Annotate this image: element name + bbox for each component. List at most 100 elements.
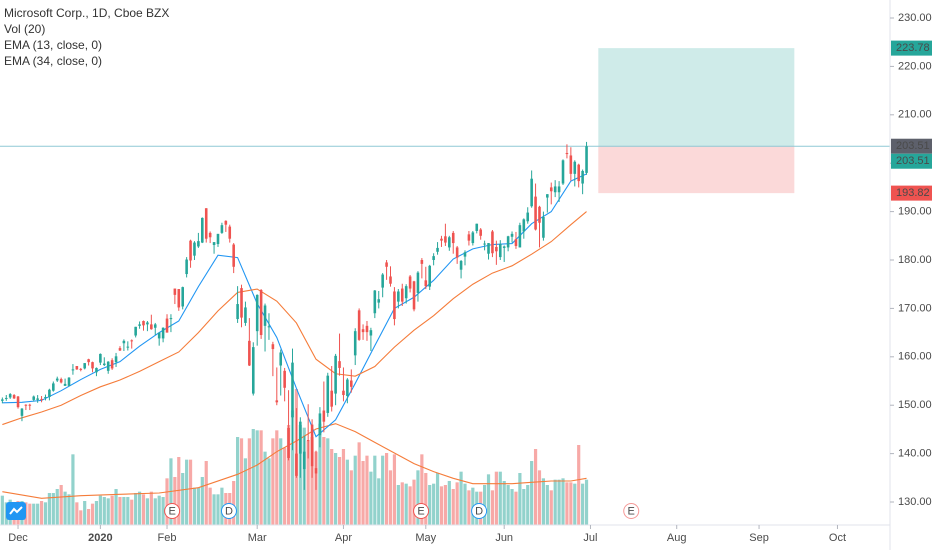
candle-body bbox=[448, 237, 451, 248]
candle-body bbox=[150, 324, 153, 330]
volume-bar bbox=[87, 509, 91, 525]
candle-body bbox=[353, 331, 357, 356]
volume-bar bbox=[94, 501, 99, 525]
x-tick-label: Dec bbox=[8, 532, 28, 544]
candle-body bbox=[1, 399, 4, 401]
volume-bar bbox=[286, 425, 291, 525]
candle-body bbox=[216, 233, 220, 245]
candle-body bbox=[342, 390, 345, 396]
volume-bar bbox=[192, 487, 197, 525]
x-tick-label: Apr bbox=[335, 532, 352, 544]
candle-body bbox=[185, 259, 188, 275]
candle-body bbox=[565, 153, 569, 155]
event-marker bbox=[164, 503, 181, 519]
volume-bar bbox=[28, 503, 32, 525]
candle-body bbox=[177, 289, 181, 308]
x-tick-label: Oct bbox=[829, 532, 846, 544]
candle-body bbox=[373, 290, 377, 314]
legend-entry: EMA (13, close, 0) bbox=[4, 38, 102, 52]
volume-bar bbox=[345, 459, 349, 525]
volume-bar bbox=[63, 491, 67, 525]
y-tick-label: 170.00 bbox=[898, 302, 932, 314]
target-label-bg bbox=[891, 40, 932, 56]
volume-bar bbox=[353, 455, 357, 525]
candle-body bbox=[153, 324, 157, 328]
volume-bar bbox=[247, 438, 251, 525]
y-tick-label: 160.00 bbox=[898, 351, 932, 363]
volume-bar bbox=[0, 495, 4, 525]
volume-bar bbox=[110, 495, 114, 525]
volume-bar bbox=[337, 457, 342, 525]
candle-body bbox=[455, 247, 459, 258]
candle-body bbox=[534, 196, 537, 230]
volume-bar bbox=[514, 491, 518, 525]
volume-bar bbox=[310, 437, 314, 525]
chart-title: Microsoft Corp., 1D, Cboe BZX bbox=[4, 6, 169, 20]
candle-body bbox=[259, 290, 263, 336]
event-label: E bbox=[168, 505, 175, 517]
candle-body bbox=[251, 347, 255, 394]
candle-body bbox=[361, 329, 365, 333]
volume-bar bbox=[71, 454, 75, 525]
candle-body bbox=[581, 170, 584, 184]
volume-bar bbox=[506, 485, 510, 525]
y-tick-label: 210.00 bbox=[898, 109, 932, 121]
volume-bar bbox=[102, 497, 106, 525]
volume-bar bbox=[537, 470, 542, 525]
candle-body bbox=[165, 318, 169, 333]
candle-body bbox=[585, 146, 588, 173]
candle-body bbox=[110, 360, 114, 369]
candle-body bbox=[173, 288, 177, 295]
candle-body bbox=[134, 326, 137, 336]
candle-body bbox=[91, 362, 94, 369]
candle-body bbox=[28, 404, 32, 406]
candle-body bbox=[502, 246, 506, 248]
candle-body bbox=[95, 367, 98, 373]
volume-bar bbox=[435, 473, 440, 525]
candle-body bbox=[514, 239, 518, 246]
volume-bar bbox=[271, 438, 275, 525]
y-tick-label: 220.00 bbox=[898, 60, 932, 72]
volume-bar bbox=[255, 430, 259, 525]
volume-bar bbox=[384, 453, 389, 525]
candle-body bbox=[287, 427, 290, 458]
candle-body bbox=[475, 223, 479, 231]
candle-body bbox=[244, 307, 247, 323]
volume-bar bbox=[216, 494, 220, 525]
candle-body bbox=[428, 265, 432, 287]
volume-bar bbox=[145, 498, 150, 525]
volume-bar bbox=[467, 490, 471, 525]
event-marker bbox=[220, 503, 237, 519]
candle-body bbox=[338, 361, 341, 368]
candle-body bbox=[220, 225, 224, 233]
logo[interactable] bbox=[6, 502, 26, 520]
candle-body bbox=[463, 252, 467, 257]
candle-body bbox=[491, 231, 494, 254]
volume-bar bbox=[239, 438, 244, 525]
volume-bar bbox=[486, 474, 491, 525]
volume-bar bbox=[51, 493, 55, 525]
volume-bar bbox=[381, 455, 385, 525]
volume-bar bbox=[177, 457, 181, 525]
target-label: 223.78 bbox=[896, 42, 930, 54]
volume-bar bbox=[106, 498, 110, 525]
candle-body bbox=[283, 370, 286, 388]
logo-icon[interactable] bbox=[9, 506, 23, 515]
x-tick-label: Jul bbox=[583, 532, 597, 544]
event-label: E bbox=[628, 505, 635, 517]
candle-body bbox=[459, 260, 463, 270]
candle-body bbox=[189, 240, 192, 261]
x-tick-label: May bbox=[415, 532, 436, 544]
candle-body bbox=[479, 229, 482, 236]
volume-bar bbox=[400, 482, 404, 525]
candle-body bbox=[334, 355, 337, 394]
entry-label: 203.51 bbox=[896, 140, 930, 152]
volume-bar bbox=[236, 437, 240, 525]
legend-entry: EMA (34, close, 0) bbox=[4, 54, 102, 68]
volume-bar bbox=[267, 458, 271, 525]
volume-bar bbox=[424, 473, 428, 525]
candle-body bbox=[549, 187, 553, 192]
candle-body bbox=[506, 236, 510, 248]
volume-bar bbox=[98, 495, 102, 525]
